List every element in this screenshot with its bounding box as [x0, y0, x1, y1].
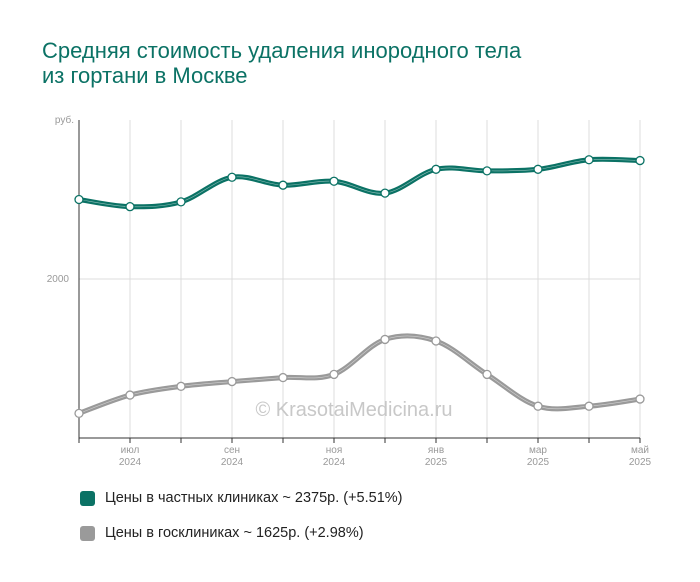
chart-title-line-2: из гортани в Москве [42, 63, 248, 88]
x-tick-year-label: 2025 [629, 457, 652, 468]
data-point [278, 372, 288, 383]
data-point [176, 197, 186, 207]
data-point [125, 202, 135, 212]
watermark: © KrasotaiMedicina.ru [255, 399, 452, 421]
x-tick-year-label: 2024 [221, 457, 244, 468]
data-point [635, 155, 645, 166]
data-point [380, 334, 390, 345]
x-tick-month-label: янв [428, 445, 444, 456]
data-point [329, 176, 339, 186]
data-point [482, 369, 492, 380]
x-tick-year-label: 2025 [527, 457, 550, 468]
data-point [329, 369, 339, 380]
data-point [227, 376, 237, 387]
legend-item-private[interactable]: Цены в частных клиниках ~ 2375р. (+5.51%… [80, 490, 403, 506]
legend-swatch-private [80, 490, 95, 506]
x-tick-year-label: 2024 [119, 457, 142, 468]
data-point [278, 180, 288, 190]
chart-title-line-1: Средняя стоимость удаления инородного те… [42, 38, 522, 63]
price-line-chart: © KrasotaiMedicina.ru руб.2000июл2024сен… [47, 114, 652, 468]
data-point [584, 401, 594, 411]
data-point [482, 166, 492, 176]
x-tick-month-label: мар [529, 445, 547, 456]
axes [78, 120, 641, 443]
y-tick-label: 2000 [47, 274, 70, 285]
chart-title: Средняя стоимость удаления инородного те… [42, 38, 662, 88]
legend-item-public[interactable]: Цены в госклиниках ~ 1625р. (+2.98%) [80, 525, 364, 541]
data-point [635, 394, 645, 404]
x-tick-month-label: июл [121, 445, 140, 456]
series-line-highlight-0 [78, 158, 641, 208]
data-point [74, 194, 84, 205]
legend-label-private: Цены в частных клиниках ~ 2375р. (+5.51%… [105, 490, 403, 506]
legend-label-public: Цены в госклиниках ~ 1625р. (+2.98%) [105, 525, 364, 541]
x-tick-year-label: 2025 [425, 457, 448, 468]
x-tick-month-label: май [631, 445, 649, 456]
data-point [74, 408, 84, 419]
tick-labels: руб.2000июл2024сен2024ноя2024янв2025мар2… [47, 114, 652, 468]
legend-swatch-public [80, 525, 95, 541]
x-tick-month-label: сен [224, 445, 240, 456]
data-point [431, 164, 441, 174]
x-tick-year-label: 2024 [323, 457, 346, 468]
x-tick-month-label: ноя [326, 445, 343, 456]
data-point [380, 188, 390, 198]
data-point [125, 390, 135, 400]
data-point [533, 164, 543, 174]
y-axis-unit-label: руб. [55, 114, 74, 126]
data-point [533, 401, 543, 411]
data-point [227, 172, 237, 182]
data-point [431, 336, 441, 346]
series-lines [74, 155, 645, 419]
data-point [584, 155, 594, 165]
data-point [176, 381, 186, 391]
grid-lines [78, 120, 641, 438]
